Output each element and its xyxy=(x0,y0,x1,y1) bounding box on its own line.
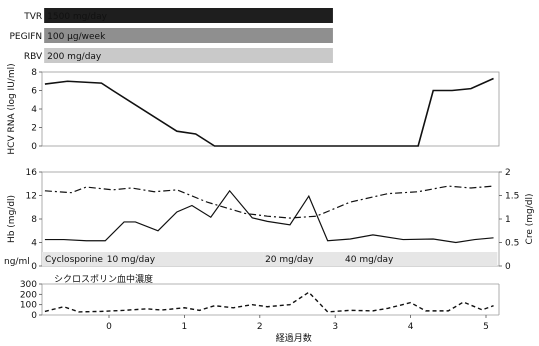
cre-y-tick-label: 1 xyxy=(505,215,511,225)
rbv-dose: 200 mg/day xyxy=(47,52,102,62)
hb-y-tick-label: 0 xyxy=(31,262,37,272)
tvr-bar: TVR 1500 mg/day xyxy=(23,8,333,23)
cyclosporine-y-tick-label: 100 xyxy=(20,301,37,311)
tvr-bar-rect xyxy=(44,8,333,23)
hb-y-ticks: 0 4 8 12 16 xyxy=(26,168,42,272)
hcv-rna-series xyxy=(44,77,494,147)
cyclosporine-dose-bar: Cyclosporine 10 mg/day 20 mg/day 40 mg/d… xyxy=(42,252,498,266)
hb-y-tick-label: 4 xyxy=(31,239,37,249)
hcv-y-tick-label: 8 xyxy=(31,68,37,78)
hcv-rna-line xyxy=(44,77,494,147)
cre-y-tick-label: 0.5 xyxy=(505,239,519,249)
hcv-rna-panel: 0 2 4 6 8 HCV RNA (log IU/ml) xyxy=(7,63,500,155)
hcv-rna-y-axis-title: HCV RNA (log IU/ml) xyxy=(7,63,17,154)
cyclosporine-series-name: シクロスポリン血中濃度 xyxy=(54,273,153,285)
hcv-rna-y-ticks: 0 2 4 6 8 xyxy=(31,68,42,152)
dose-40-label: 40 mg/day xyxy=(345,255,394,265)
cre-line xyxy=(44,185,494,219)
dose-20-label: 20 mg/day xyxy=(265,255,314,265)
x-tick-label: 2 xyxy=(257,322,263,332)
dose-segment xyxy=(42,252,264,266)
cyclosporine-panel: Cyclosporine 10 mg/day 20 mg/day 40 mg/d… xyxy=(4,252,500,344)
cyclosporine-label: Cyclosporine xyxy=(45,255,103,265)
hcv-y-tick-label: 2 xyxy=(31,124,37,134)
cyclosporine-concentration-line xyxy=(44,291,494,313)
pegifn-bar: PEGIFN 100 μg/week xyxy=(9,28,333,43)
cre-y-axis-title: Cre (mg/dl) xyxy=(525,194,535,245)
hb-cre-series xyxy=(44,185,494,244)
cre-y-tick-label: 1.5 xyxy=(505,192,519,202)
hcv-y-tick-label: 0 xyxy=(31,142,37,152)
x-tick-label: 3 xyxy=(332,322,338,332)
x-tick-label: 4 xyxy=(408,322,414,332)
cyclosporine-y-tick-label: 0 xyxy=(31,311,37,321)
x-tick-label: 0 xyxy=(106,322,112,332)
tvr-label: TVR xyxy=(23,12,42,22)
pegifn-label: PEGIFN xyxy=(9,32,42,42)
hcv-rna-frame xyxy=(41,71,500,147)
cyclosporine-series xyxy=(44,291,494,313)
treatment-bars: TVR 1500 mg/day PEGIFN 100 μg/week RBV 2… xyxy=(9,8,333,63)
dose-segment xyxy=(263,252,339,266)
hb-y-tick-label: 8 xyxy=(31,215,37,225)
pegifn-bar-rect xyxy=(44,28,333,43)
hb-y-tick-label: 12 xyxy=(26,192,37,202)
rbv-bar: RBV 200 mg/day xyxy=(24,48,333,63)
cyclosporine-y-tick-label: 300 xyxy=(20,280,37,290)
hb-y-tick-label: 16 xyxy=(26,168,38,178)
cyclosporine-unit: ng/ml xyxy=(4,257,30,267)
rbv-bar-rect xyxy=(44,48,333,63)
hb-cre-frame xyxy=(41,171,500,267)
rbv-label: RBV xyxy=(24,52,43,62)
pegifn-dose: 100 μg/week xyxy=(47,32,106,42)
x-tick-label: 1 xyxy=(182,322,188,332)
hcv-y-tick-label: 6 xyxy=(31,87,37,97)
hcv-y-tick-label: 4 xyxy=(31,105,37,115)
dose-segment xyxy=(338,252,498,266)
x-axis-title: 経過月数 xyxy=(276,332,312,344)
x-axis-ticks: 0 1 2 3 4 5 xyxy=(106,315,489,332)
dose-10-label: 10 mg/day xyxy=(107,255,156,265)
hb-line xyxy=(44,189,494,244)
hb-y-axis-title: Hb (mg/dl) xyxy=(7,195,17,243)
cre-y-tick-label: 0 xyxy=(505,262,511,272)
cre-y-tick-label: 2 xyxy=(505,168,511,178)
cyclosporine-y-tick-label: 200 xyxy=(20,290,37,300)
x-tick-label: 5 xyxy=(483,322,489,332)
tvr-dose: 1500 mg/day xyxy=(47,12,108,22)
cre-y-ticks: 0 0.5 1 1.5 2 xyxy=(499,168,519,272)
